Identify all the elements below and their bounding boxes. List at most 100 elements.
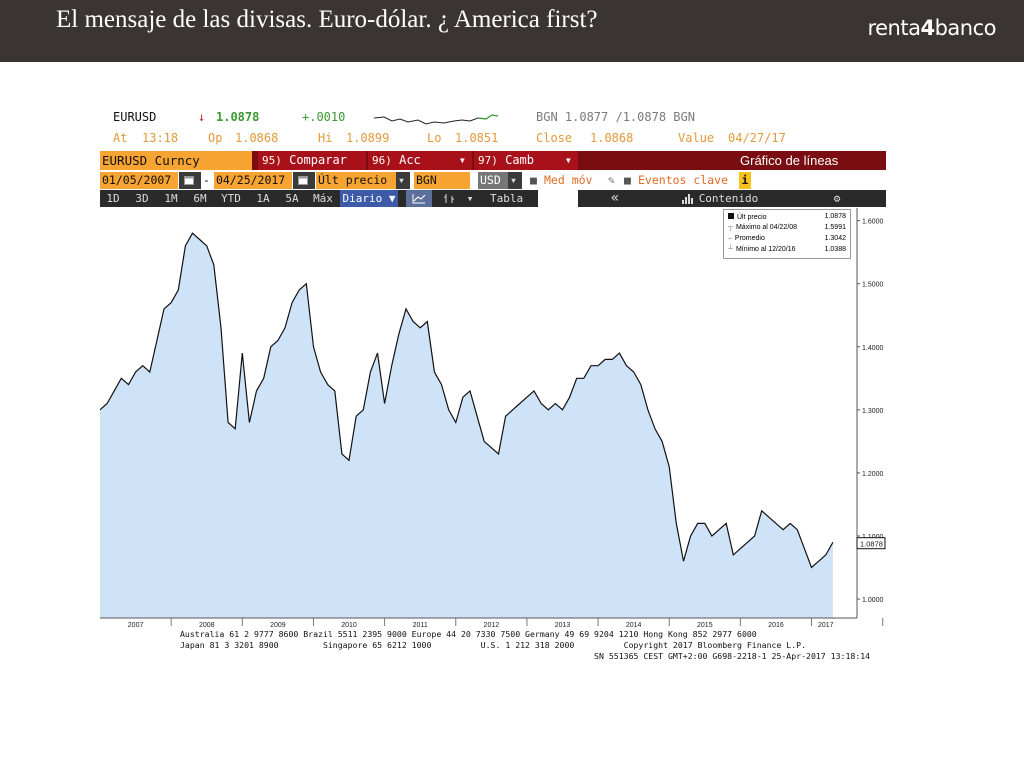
- down-arrow-icon: ↓: [198, 110, 206, 124]
- logo-text-banco: banco: [934, 16, 997, 40]
- pencil-icon[interactable]: ✎: [608, 173, 615, 187]
- start-date-field[interactable]: 01/05/2007: [100, 172, 178, 189]
- caret-down-icon[interactable]: ▾: [466, 192, 474, 205]
- x-tick-label: 2014: [626, 622, 642, 629]
- content-button[interactable]: Contenido: [655, 190, 785, 207]
- y-tick-label: 1.6000: [862, 219, 884, 226]
- slide-title: El mensaje de las divisas. Euro-dólar. ¿…: [56, 6, 598, 33]
- calendar-icon[interactable]: [293, 172, 315, 189]
- legend-label: Máximo al 04/22/08: [735, 224, 798, 231]
- x-tick-label: 2012: [484, 622, 500, 629]
- legend-label: Últ precio: [737, 214, 767, 221]
- legend-entry-last: Últ precio 1.0878: [728, 213, 848, 223]
- range-1d[interactable]: 1D: [106, 192, 120, 205]
- parameter-bar: 01/05/2007 - 04/25/2017 Últ precio ▾ BGN…: [100, 172, 886, 189]
- range-ytd[interactable]: YTD: [221, 192, 241, 205]
- x-tick-label: 2015: [697, 622, 713, 629]
- checkbox-icon[interactable]: ■: [624, 173, 631, 187]
- currency-field[interactable]: USD: [478, 172, 508, 189]
- brand-logo: renta4banco: [867, 16, 996, 40]
- source-field[interactable]: BGN: [414, 172, 470, 189]
- ticker-label: EURUSD: [113, 110, 157, 124]
- change-menu[interactable]: 97) Camb ▾: [474, 151, 578, 170]
- end-date-field[interactable]: 04/25/2017: [214, 172, 292, 189]
- change-num: 97): [478, 154, 498, 167]
- legend-value: 1.0878: [824, 213, 846, 220]
- legend-entry-avg: – Promedio 1.3042: [728, 235, 848, 245]
- open-label: Op: [208, 131, 223, 145]
- actions-label: Acc: [399, 153, 421, 167]
- content-label: Contenido: [698, 192, 759, 205]
- at-label: At: [113, 131, 128, 145]
- compare-menu[interactable]: 95) Comparar: [258, 151, 366, 170]
- intraday-sparkline: [374, 114, 499, 125]
- x-tick-label: 2010: [341, 622, 357, 629]
- moving-average-toggle[interactable]: Med móv: [544, 173, 593, 187]
- footer-line-2: Japan 81 3 3201 8900 Singapore 65 6212 1…: [180, 640, 807, 650]
- down-tick-icon: ┴: [728, 246, 733, 253]
- y-tick-label: 1.0000: [862, 597, 884, 604]
- actions-menu[interactable]: 96) Acc ▾: [368, 151, 472, 170]
- last-price: 1.0878: [216, 110, 260, 124]
- slide-header: El mensaje de las divisas. Euro-dólar. ¿…: [0, 0, 1024, 62]
- range-5a[interactable]: 5A: [285, 192, 299, 205]
- legend-value: 1.3042: [824, 235, 846, 242]
- y-tick-label: 1.5000: [862, 282, 884, 289]
- chart-legend: Últ precio 1.0878 ┬ Máximo al 04/22/08 1.59…: [723, 209, 851, 259]
- checkbox-icon[interactable]: ■: [530, 173, 537, 187]
- logo-text-4: 4: [920, 16, 935, 40]
- line-chart-icon[interactable]: [406, 190, 432, 207]
- x-tick-label: 2017: [818, 622, 834, 629]
- y-tick-label: 1.2000: [862, 471, 884, 478]
- price-area-layer: [100, 233, 833, 618]
- close-label: Close: [536, 131, 573, 145]
- last-value-box: [856, 537, 886, 550]
- price-change: +.0010: [302, 110, 346, 124]
- caret-down-icon[interactable]: ▾: [508, 172, 522, 189]
- legend-value: 1.5991: [824, 224, 846, 231]
- x-tick-label: 2011: [413, 622, 428, 629]
- chart-kind-label[interactable]: Gráfico de líneas: [740, 153, 839, 168]
- frequency-select[interactable]: Diario ▼: [340, 190, 398, 207]
- change-label: Camb: [505, 153, 535, 167]
- last-value-label: 1.0878: [860, 540, 883, 549]
- info-icon[interactable]: i: [739, 172, 751, 189]
- table-button[interactable]: Tabla: [490, 192, 524, 205]
- close-value: 1.0868: [590, 131, 634, 145]
- range-6m[interactable]: 6M: [193, 192, 207, 205]
- key-events-toggle[interactable]: Eventos clave: [638, 173, 729, 187]
- footer-line-3: SN 551365 CEST GMT+2:00 G698-2218-1 25-A…: [180, 651, 871, 661]
- x-tick-label: 2013: [555, 622, 571, 629]
- y-tick-label: 1.3000: [862, 408, 884, 415]
- calendar-icon[interactable]: [179, 172, 201, 189]
- range-1a[interactable]: 1A: [256, 192, 270, 205]
- legend-swatch: [728, 213, 734, 219]
- price-field-select[interactable]: Últ precio: [316, 172, 396, 189]
- x-ticks: 2007 2008 2009 2010 2011 2012 2013 2014 2015 2016…: [128, 618, 884, 629]
- security-field[interactable]: EURUSD Curncy: [100, 151, 252, 170]
- back-button[interactable]: «: [610, 190, 620, 206]
- y-tick-label: 1.4000: [862, 345, 884, 352]
- blank-field[interactable]: [538, 190, 578, 207]
- price-line: [99, 232, 834, 569]
- low-value: 1.0851: [455, 131, 499, 145]
- range-3d[interactable]: 3D: [135, 192, 149, 205]
- x-tick-label: 2008: [199, 622, 215, 629]
- legend-entry-min: ┴ Mínimo al 12/20/16 1.0388: [728, 246, 848, 256]
- dash-line-icon: –: [728, 235, 732, 242]
- price-line-layer: [99, 232, 834, 569]
- x-tick-label: 2007: [128, 622, 144, 629]
- settings-icon[interactable]: ⚙: [833, 192, 841, 205]
- range-1m[interactable]: 1M: [164, 192, 178, 205]
- bar-chart-icon[interactable]: [436, 190, 462, 207]
- compare-label: Comparar: [289, 153, 347, 167]
- caret-down-icon[interactable]: ▾: [396, 172, 410, 189]
- value-date: 04/27/17: [728, 131, 786, 145]
- range-max[interactable]: Máx: [313, 192, 333, 205]
- up-tick-icon: ┬: [728, 224, 733, 231]
- last-value-marker: 1.0878: [856, 537, 886, 550]
- range-bar: 1D 3D 1M 6M YTD 1A 5A Máx Diario ▼ ▾ Tab…: [100, 190, 886, 207]
- open-value: 1.0868: [235, 131, 279, 145]
- high-label: Hi: [318, 131, 333, 145]
